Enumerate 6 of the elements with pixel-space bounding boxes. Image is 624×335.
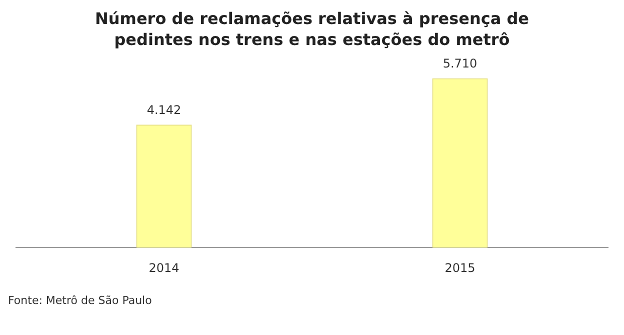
chart-title: Número de reclamações relativas à presença de pedintes nos trens e nas estações do metrô: [94, 8, 530, 50]
data-label: 4.142: [146, 103, 182, 118]
x-tick-label: 2015: [444, 260, 476, 275]
source-note: Fonte: Metrô de São Paulo: [8, 294, 153, 307]
data-label: 5.710: [442, 56, 478, 71]
x-tick-label: 2014: [148, 260, 180, 275]
